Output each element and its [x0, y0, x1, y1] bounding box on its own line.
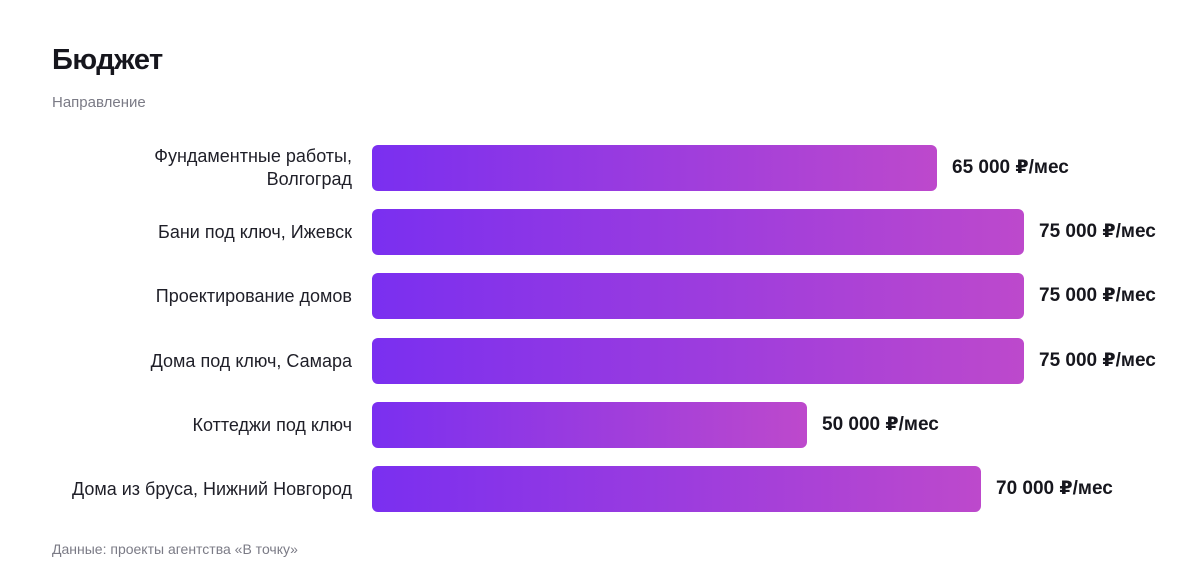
bar [372, 338, 1024, 384]
category-label: Дома из бруса, Нижний Новгород [32, 478, 352, 501]
chart-title: Бюджет [52, 44, 163, 76]
category-label-line: Волгоград [266, 169, 352, 189]
chart-subtitle: Направление [52, 94, 146, 111]
category-label: Дома под ключ, Самара [32, 350, 352, 373]
value-label: 75 000 ₽/мес [1039, 221, 1156, 242]
category-label: Бани под ключ, Ижевск [32, 221, 352, 244]
category-label: Проектирование домов [32, 285, 352, 308]
bar [372, 209, 1024, 255]
category-label-line: Дома из бруса, Нижний Новгород [71, 478, 352, 499]
value-label: 75 000 ₽/мес [1039, 350, 1156, 371]
bar [372, 273, 1024, 319]
value-label: 70 000 ₽/мес [996, 478, 1113, 499]
category-label: Коттеджи под ключ [32, 414, 352, 437]
bar [372, 145, 937, 191]
category-label-line: Дома под ключ, Самара [150, 350, 352, 371]
bar [372, 402, 807, 448]
category-label-line: Бани под ключ, Ижевск [158, 221, 352, 242]
value-label: 50 000 ₽/мес [822, 414, 939, 435]
data-source-note: Данные: проекты агентства «В точку» [52, 541, 298, 557]
value-label: 65 000 ₽/мес [952, 157, 1069, 178]
value-label: 75 000 ₽/мес [1039, 285, 1156, 306]
bar [372, 466, 981, 512]
category-label-line: Проектирование домов [155, 285, 352, 306]
category-label: Фундаментные работы, Волгоград [32, 145, 352, 191]
category-label-line: Коттеджи под ключ [192, 414, 352, 435]
category-label-line: Фундаментные работы, [154, 146, 352, 166]
